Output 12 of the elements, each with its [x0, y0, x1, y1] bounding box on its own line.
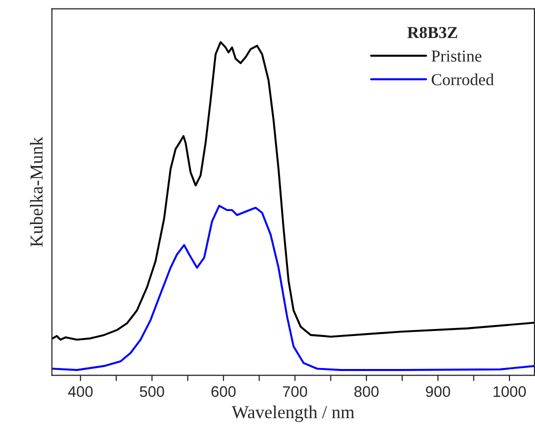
x-tick-label: 600 [212, 386, 236, 397]
legend-label: Corroded [432, 74, 494, 86]
x-tick-label: 400 [68, 386, 93, 397]
x-tick-label: 500 [140, 386, 164, 397]
legend-title: R8B3Z [407, 26, 458, 38]
x-tick-label: 800 [354, 386, 379, 397]
x-tick-label: 700 [283, 386, 308, 397]
x-tick-label: 900 [426, 386, 450, 397]
legend-label: Pristine [432, 50, 482, 62]
y-axis-title: Kubelka-Munk [30, 136, 43, 247]
x-axis-title: Wavelength / nm [232, 406, 354, 422]
x-tick-label: 1000 [494, 386, 526, 397]
